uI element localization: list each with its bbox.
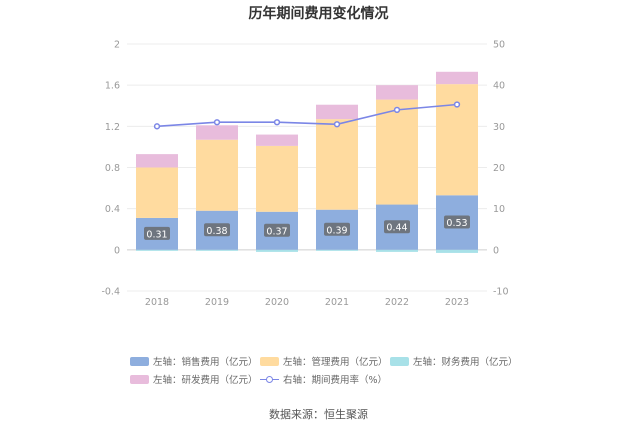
bar-finance-2019 [196,249,238,251]
right-axis-tick-label: 50 [493,40,505,51]
x-axis-tick-label: 2021 [325,297,349,308]
legend-item-sales[interactable]: 左轴：销售费用（亿元） [130,354,260,368]
x-axis-tick-label: 2023 [445,297,469,308]
left-axis-tick-label: 0.4 [105,204,120,215]
rate-point-2022 [393,106,401,114]
left-axis-tick-label: 1.2 [105,122,120,133]
legend-item-finance[interactable]: 左轴：财务费用（亿元） [390,354,520,368]
left-axis-tick-label: 1.6 [105,81,120,92]
bar-rd-2019 [196,125,238,140]
bar-label-sales-2019: 0.38 [204,223,230,237]
bar-label-sales-2022: 0.44 [384,220,410,234]
bar-finance-2018 [136,249,178,251]
rate-point-2018 [153,123,161,130]
legend-label-finance: 左轴：财务费用（亿元） [413,357,518,368]
bar-label-text: 0.37 [266,226,287,237]
bar-rd-2023 [436,71,478,85]
bar-label-bg [264,223,290,237]
bar-finance-2021 [316,249,358,251]
right-axis-tick-label: -10 [493,287,509,298]
right-axis-tick-label: 20 [493,163,505,174]
bar-label-bg [444,215,470,229]
legend-label-admin: 左轴：管理费用（亿元） [283,357,388,368]
bar-admin-2018 [136,167,178,218]
bar-admin-2022 [376,99,418,205]
left-axis-tick-label: 0.8 [105,163,120,174]
bar-admin-2021 [316,119,358,210]
bar-finance-2022 [376,249,418,252]
bar-rd-2020 [256,134,298,146]
bar-label-text: 0.44 [386,223,407,234]
bar-admin-2019 [196,139,238,211]
legend-swatch-rd [130,374,149,384]
bar-label-text: 0.31 [146,229,167,240]
data-source: 数据来源：恒生聚源 [269,408,368,421]
bar-rd-2021 [316,104,358,120]
bar-label-sales-2021: 0.39 [324,222,350,236]
bar-label-text: 0.38 [206,226,227,237]
left-axis-tick-label: 2 [114,40,120,51]
right-axis-tick-label: 0 [493,245,499,256]
legend-item-rd[interactable]: 左轴：研发费用（亿元） [130,372,260,386]
chart-title: 历年期间费用变化情况 [248,6,389,22]
bar-finance-2023 [436,249,478,253]
bar-label-bg [384,220,410,234]
bar-admin-2020 [256,145,298,212]
rate-point-2021 [333,121,341,128]
bar-label-text: 0.39 [326,225,347,236]
legend-swatch-sales [130,356,149,366]
left-axis-tick-label: -0.4 [101,287,120,298]
legend-item-admin[interactable]: 左轴：管理费用（亿元） [260,354,390,368]
legend-swatch-admin [260,356,279,366]
legend-swatch-finance [390,356,409,366]
bar-label-bg [204,223,230,237]
bar-label-text: 0.53 [446,218,467,229]
chart-plot: -0.4 0 0.4 0.8 1.2 1.6 2 -10 0 10 20 30 40 50 0.31 0.… [101,40,509,309]
legend-label-rate: 右轴：期间费用率（%） [283,375,388,386]
legend-label-rd: 左轴：研发费用（亿元） [153,375,258,386]
legend-swatch-rate [260,375,279,384]
bar-rd-2018 [136,154,178,168]
rate-point-2020 [273,119,281,126]
right-axis-tick-label: 40 [493,81,505,92]
rate-point-2019 [213,119,221,126]
rate-line [156,103,458,128]
x-axis-tick-label: 2020 [265,297,289,308]
x-axis-tick-label: 2019 [205,297,229,308]
bar-rd-2022 [376,85,418,100]
bar-label-sales-2023: 0.53 [444,215,470,229]
rate-point-2023 [453,101,461,108]
bar-label-sales-2018: 0.31 [144,226,170,240]
legend-label-sales: 左轴：销售费用（亿元） [153,357,258,368]
bar-label-bg [144,226,170,240]
left-axis-tick-label: 0 [114,245,120,256]
bar-finance-2020 [256,249,298,252]
bar-label-sales-2020: 0.37 [264,223,290,237]
chart-legend: 左轴：销售费用（亿元） 左轴：管理费用（亿元） 左轴：财务费用（亿元） 左轴：研… [130,352,520,388]
x-axis-tick-label: 2018 [145,297,169,308]
right-axis-tick-label: 10 [493,204,505,215]
bar-label-bg [324,222,350,236]
x-axis-tick-label: 2022 [385,297,409,308]
bar-admin-2023 [436,84,478,196]
legend-item-rate[interactable]: 右轴：期间费用率（%） [260,372,390,386]
right-axis-tick-label: 30 [493,122,505,133]
